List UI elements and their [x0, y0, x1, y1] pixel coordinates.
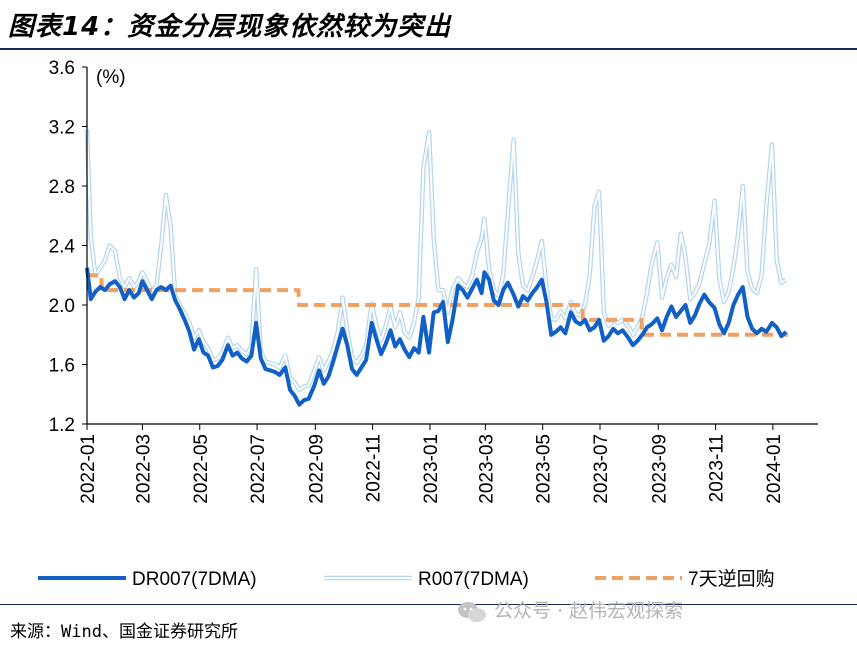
x-tick-label: 2022-11: [364, 434, 385, 502]
x-tick-label: 2022-05: [191, 434, 212, 504]
y-axis-tick-labels: 1.2 1.6 2.0 2.4 2.8 3.2 3.6: [49, 58, 76, 436]
watermark-text: 公众号 · 赵伟宏观探索: [494, 600, 684, 622]
x-tick-label: 2022-01: [78, 434, 99, 504]
x-tick-label: 2024-01: [764, 434, 785, 504]
y-tick-label: 2.4: [49, 237, 76, 258]
legend: DR007(7DMA) R007(7DMA) 7天逆回购: [38, 568, 775, 590]
unit-label: (%): [96, 67, 126, 88]
footer-rule: [0, 604, 857, 605]
r007-line-inner: [86, 129, 787, 391]
legend-label-dr007: DR007(7DMA): [132, 569, 257, 590]
x-tick-label: 2023-11: [707, 434, 728, 502]
x-axis-tick-labels: 2022-01 2022-03 2022-05 2022-07 2022-09 2022-…: [78, 434, 785, 504]
y-tick-label: 3.2: [49, 118, 75, 139]
x-tick-label: 2022-07: [248, 434, 269, 504]
dr007-line: [85, 267, 788, 407]
x-tick-label: 2023-07: [591, 434, 612, 504]
y-tick-label: 2.8: [49, 177, 75, 198]
y-axis-ticks: [82, 66, 87, 425]
x-tick-label: 2023-09: [649, 434, 670, 504]
watermark: 公众号 · 赵伟宏观探索: [456, 596, 683, 624]
x-tick-label: 2023-05: [534, 434, 555, 504]
source-note: 来源：Wind、国金证券研究所: [10, 622, 238, 642]
x-tick-label: 2022-03: [133, 434, 154, 504]
wechat-icon: [458, 601, 486, 622]
x-tick-label: 2023-03: [476, 434, 497, 504]
x-tick-label: 2022-09: [306, 434, 327, 504]
title-rule: [0, 48, 857, 50]
y-tick-label: 2.0: [49, 296, 75, 317]
chart-title: 图表14：资金分层现象依然较为突出: [8, 12, 452, 42]
series-layer: [84, 129, 788, 407]
legend-label-r007: R007(7DMA): [418, 569, 529, 590]
chart: 2022-01 2022-03 2022-05 2022-07 2022-09 2022-…: [38, 58, 818, 590]
x-tick-label: 2023-01: [421, 434, 442, 504]
y-tick-label: 1.6: [49, 356, 75, 377]
axes: [86, 67, 818, 430]
y-tick-label: 3.6: [49, 58, 75, 79]
y-tick-label: 1.2: [49, 415, 75, 436]
legend-label-reverse-repo: 7天逆回购: [688, 568, 775, 590]
